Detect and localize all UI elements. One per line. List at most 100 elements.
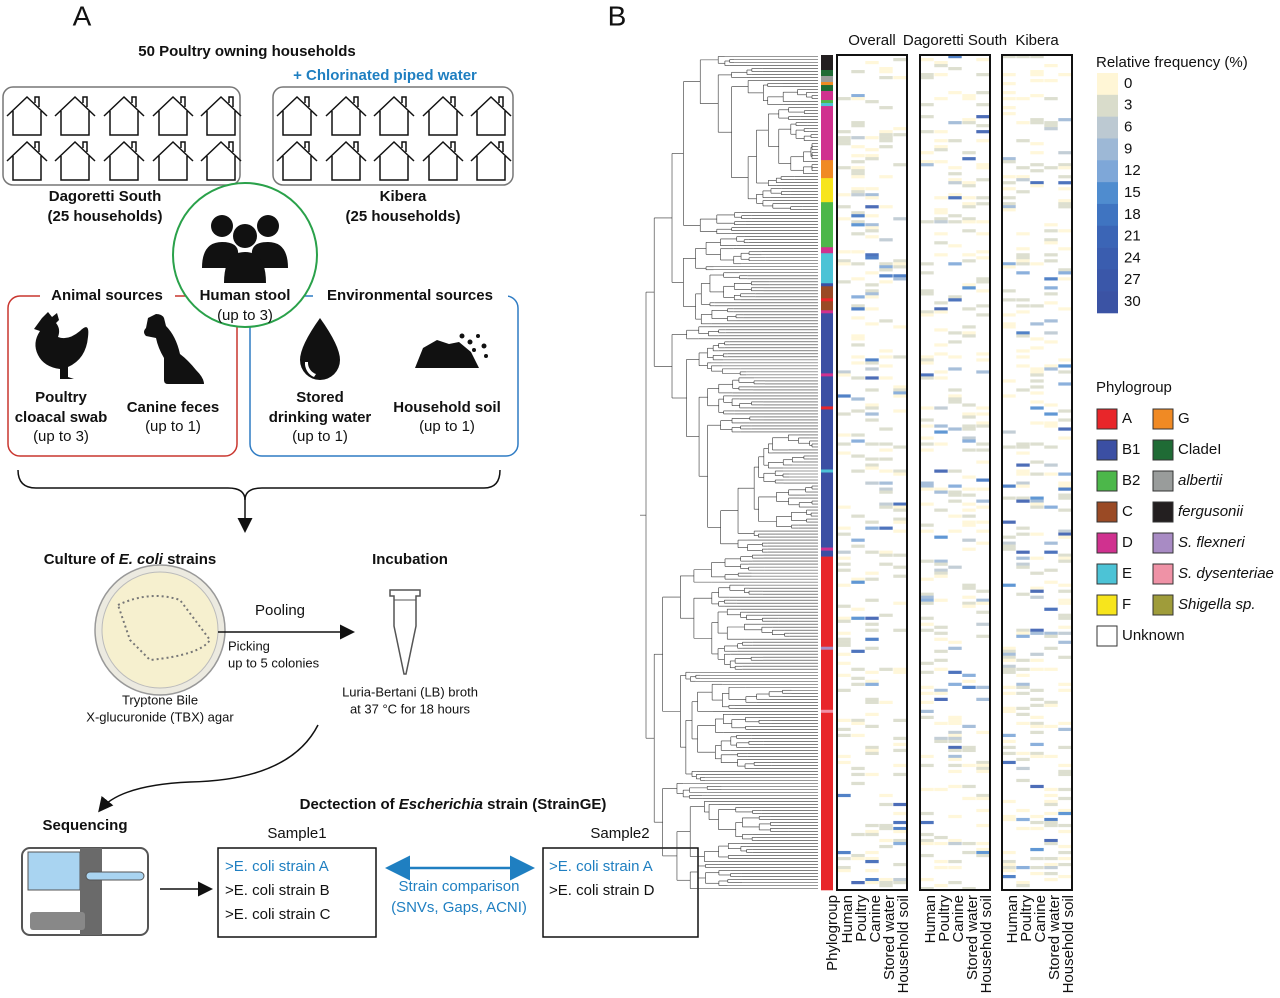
heatmap-cell: [934, 691, 948, 695]
heatmap-cell: [1030, 55, 1044, 59]
legend-swatch: [1096, 439, 1118, 461]
heatmap-cell: [851, 124, 865, 128]
heatmap-cell: [1058, 772, 1072, 777]
heatmap-cell: [1002, 520, 1016, 524]
heatmap-cell: [893, 529, 907, 533]
text: strains: [163, 551, 216, 568]
heatmap-cell: [920, 163, 934, 167]
heatmap-cell: [837, 193, 851, 197]
heatmap-cell: [865, 748, 879, 753]
scale-tick-label: 30: [1124, 293, 1141, 310]
column-label: Human: [1004, 895, 1021, 943]
source-name: Poultry: [35, 389, 87, 406]
heatmap-cell: [851, 409, 865, 413]
heatmap-cell: [962, 217, 976, 221]
heatmap-cell: [865, 187, 879, 191]
heatmap-cell: [934, 658, 948, 662]
heatmap-cell: [1016, 469, 1030, 473]
heatmap-cell: [1030, 346, 1044, 350]
heatmap-cell: [976, 166, 990, 170]
heatmap-cell: [920, 361, 934, 365]
heatmap-cell: [976, 478, 990, 482]
heatmap-cell: [851, 154, 865, 158]
heatmap-cell: [865, 679, 879, 683]
heatmap-cell: [879, 319, 893, 323]
heatmap-cell: [934, 301, 948, 305]
heatmap-cell: [851, 772, 865, 777]
heatmap-cell: [837, 526, 851, 530]
heatmap-cell: [920, 406, 934, 410]
heatmap-cell: [865, 637, 879, 641]
heatmap-cell: [1044, 412, 1058, 416]
heatmap-cell: [1002, 496, 1016, 500]
heatmap-cell: [1044, 820, 1058, 825]
heatmap-cell: [1044, 223, 1058, 227]
heatmap-cell: [851, 832, 865, 837]
heatmap-cell: [1002, 670, 1016, 674]
heatmap-cell: [920, 877, 934, 882]
heatmap-cell: [962, 325, 976, 329]
heatmap-cell: [1030, 499, 1044, 503]
heatmap-cell: [962, 748, 976, 753]
heatmap-cell: [893, 667, 907, 671]
heatmap-cell: [920, 355, 934, 359]
source-name: drinking water: [269, 409, 372, 426]
heatmap-cell: [948, 121, 962, 125]
heatmap-cell: [865, 670, 879, 674]
heatmap-cell: [1002, 691, 1016, 695]
heatmap-cell: [1016, 628, 1030, 632]
heatmap-cell: [920, 853, 934, 858]
heatmap-cell: [948, 139, 962, 143]
heatmap-cell: [1002, 850, 1016, 855]
heatmap-cell: [962, 679, 976, 683]
heatmap-cell: [962, 427, 976, 431]
heatmap-cell: [1002, 289, 1016, 293]
heatmap-cell: [920, 700, 934, 704]
heatmap-cell: [1030, 496, 1044, 500]
heatmap-cell: [934, 208, 948, 212]
heatmap-cell: [1044, 241, 1058, 245]
heatmap-cell: [920, 832, 934, 837]
heatmap-cell: [976, 370, 990, 374]
heatmap-cell: [948, 295, 962, 299]
heatmap-cell: [1058, 769, 1072, 774]
legend-label: Unknown: [1122, 627, 1185, 644]
heatmap-cell: [851, 250, 865, 254]
heatmap-cell: [893, 838, 907, 843]
heatmap-cell: [1030, 379, 1044, 383]
scale-tick-label: 18: [1124, 206, 1141, 223]
heatmap-cell: [851, 172, 865, 176]
heatmap-cell: [948, 880, 962, 885]
heatmap-cell: [1044, 856, 1058, 861]
heatmap-cell: [1016, 658, 1030, 662]
heatmap-cell: [934, 424, 948, 428]
scale-tick-label: 15: [1124, 184, 1141, 201]
heatmap-cell: [1044, 505, 1058, 509]
heatmap-cell: [837, 568, 851, 572]
heatmap-cell: [837, 370, 851, 374]
heatmap-cell: [920, 310, 934, 314]
heatmap-cell: [934, 148, 948, 152]
heatmap-cell: [837, 412, 851, 416]
heatmap-cell: [837, 556, 851, 560]
phylogroup-strip: [821, 547, 833, 551]
heatmap-cell: [976, 250, 990, 254]
heatmap-cell: [920, 358, 934, 362]
heatmap-cell: [893, 163, 907, 167]
heatmap-cell: [1002, 484, 1016, 488]
heatmap-cell: [976, 769, 990, 774]
human-source: Human stool: [200, 287, 291, 304]
heatmap-cell: [893, 385, 907, 389]
heatmap-cell: [934, 574, 948, 578]
heatmap-cell: [976, 358, 990, 362]
incubation-note: at 37 °C for 18 hours: [350, 701, 471, 716]
heatmap-cell: [934, 787, 948, 792]
heatmap-cell: [879, 349, 893, 353]
heatmap-cell: [1016, 334, 1030, 338]
heatmap-cell: [948, 427, 962, 431]
house-icon: [54, 140, 96, 181]
phylogroup-strip: [821, 469, 833, 473]
phylogroup-strip: [821, 646, 833, 651]
house-icon: [6, 140, 48, 181]
house-icon: [152, 140, 194, 181]
